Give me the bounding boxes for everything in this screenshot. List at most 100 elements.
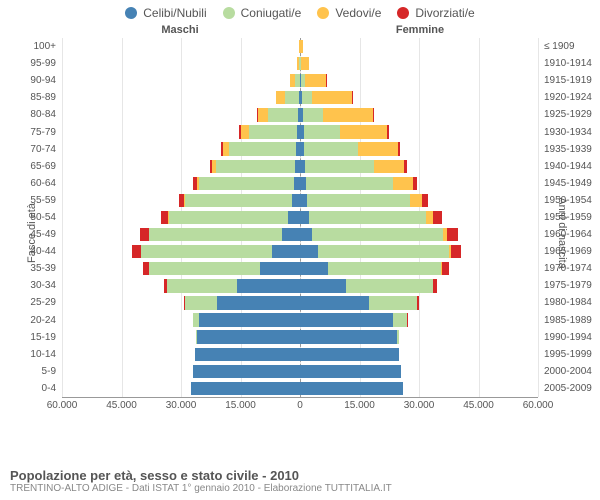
bar-segment <box>195 348 300 361</box>
female-half <box>300 294 538 311</box>
bar-segment <box>397 330 399 343</box>
male-half <box>62 312 300 329</box>
age-label: 85-89 <box>30 92 62 103</box>
bar-segment <box>306 177 393 190</box>
bar-segment <box>303 108 323 121</box>
bar-segment <box>433 279 437 292</box>
age-row: 35-391970-1974 <box>62 260 538 277</box>
age-label: 90-94 <box>30 75 62 86</box>
male-half <box>62 346 300 363</box>
x-tick-label: 45.000 <box>463 400 494 411</box>
age-label: 80-84 <box>30 109 62 120</box>
age-label: 15-19 <box>30 332 62 343</box>
x-tick-label: 0 <box>297 400 303 411</box>
legend-label: Divorziati/e <box>415 6 474 20</box>
age-row: 15-191990-1994 <box>62 329 538 346</box>
bar-segment <box>300 40 302 53</box>
bar-segment <box>369 296 417 309</box>
age-label: 95-99 <box>30 58 62 69</box>
age-label: 20-24 <box>30 315 62 326</box>
age-label: 55-59 <box>30 195 62 206</box>
x-tick-label: 15.000 <box>344 400 375 411</box>
female-half <box>300 346 538 363</box>
bar-segment <box>417 296 419 309</box>
bar-segment <box>302 91 312 104</box>
legend-swatch <box>125 7 137 19</box>
bar-segment <box>387 125 389 138</box>
bar-segment <box>249 125 297 138</box>
bar-segment <box>300 228 312 241</box>
gender-row: Maschi Femmine <box>0 20 600 38</box>
age-label: 0-4 <box>42 383 62 394</box>
age-label: 100+ <box>33 41 62 52</box>
gender-right-label: Femmine <box>300 24 600 36</box>
male-half <box>62 175 300 192</box>
age-row: 50-541955-1959 <box>62 209 538 226</box>
x-ticks: 60.00045.00030.00015.000015.00030.00045.… <box>62 400 538 416</box>
bar-segment <box>258 108 268 121</box>
birthyear-label: 1915-1919 <box>538 75 592 86</box>
female-half <box>300 38 538 55</box>
female-half <box>300 123 538 140</box>
bar-segment <box>149 228 282 241</box>
bar-segment <box>141 245 272 258</box>
chart-container: Celibi/Nubili Coniugati/e Vedovi/e Divorzia… <box>0 0 600 500</box>
bar-segment <box>300 348 399 361</box>
male-half <box>62 38 300 55</box>
legend-item: Vedovi/e <box>317 6 381 20</box>
bar-segment <box>328 262 441 275</box>
male-half <box>62 363 300 380</box>
age-label: 5-9 <box>42 366 62 377</box>
age-row: 45-491960-1964 <box>62 226 538 243</box>
bar-segment <box>149 262 260 275</box>
birthyear-label: 1995-1999 <box>538 349 592 360</box>
bar-segment <box>132 245 141 258</box>
bar-segment <box>276 91 285 104</box>
bar-segment <box>358 142 398 155</box>
bar-segment <box>323 108 373 121</box>
bar-segment <box>447 228 458 241</box>
bar-segment <box>185 296 217 309</box>
age-label: 50-54 <box>30 212 62 223</box>
female-half <box>300 312 538 329</box>
footer-title: Popolazione per età, sesso e stato civil… <box>10 468 392 483</box>
legend-label: Coniugati/e <box>241 6 302 20</box>
bar-segment <box>426 211 433 224</box>
legend-swatch <box>397 7 409 19</box>
age-row: 60-641945-1949 <box>62 175 538 192</box>
bar-segment <box>422 194 428 207</box>
bar-segment <box>304 125 340 138</box>
bar-segment <box>309 211 426 224</box>
x-tick-label: 30.000 <box>166 400 197 411</box>
bar-segment <box>161 211 168 224</box>
male-half <box>62 329 300 346</box>
bar-segment <box>373 108 374 121</box>
legend-swatch <box>223 7 235 19</box>
bar-segment <box>433 211 442 224</box>
birthyear-label: 1935-1939 <box>538 144 592 155</box>
bar-segment <box>241 125 250 138</box>
bar-segment <box>217 296 300 309</box>
age-label: 40-44 <box>30 246 62 257</box>
bar-segment <box>300 296 369 309</box>
age-label: 60-64 <box>30 178 62 189</box>
female-half <box>300 226 538 243</box>
x-tick-label: 60.000 <box>523 400 554 411</box>
footer: Popolazione per età, sesso e stato civil… <box>10 468 392 494</box>
age-label: 30-34 <box>30 280 62 291</box>
bar-segment <box>393 177 413 190</box>
bar-segment <box>300 313 393 326</box>
male-half <box>62 72 300 89</box>
bar-segment <box>404 160 408 173</box>
legend-item: Celibi/Nubili <box>125 6 206 20</box>
birthyear-label: 1945-1949 <box>538 178 592 189</box>
bar-segment <box>304 142 358 155</box>
age-label: 75-79 <box>30 127 62 138</box>
age-label: 70-74 <box>30 144 62 155</box>
female-half <box>300 55 538 72</box>
chart-area: Fasce di età Anni di nascita 100+≤ 19099… <box>0 38 600 428</box>
bar-segment <box>300 245 318 258</box>
birthyear-label: 2005-2009 <box>538 383 592 394</box>
bar-segment <box>197 330 300 343</box>
female-half <box>300 192 538 209</box>
